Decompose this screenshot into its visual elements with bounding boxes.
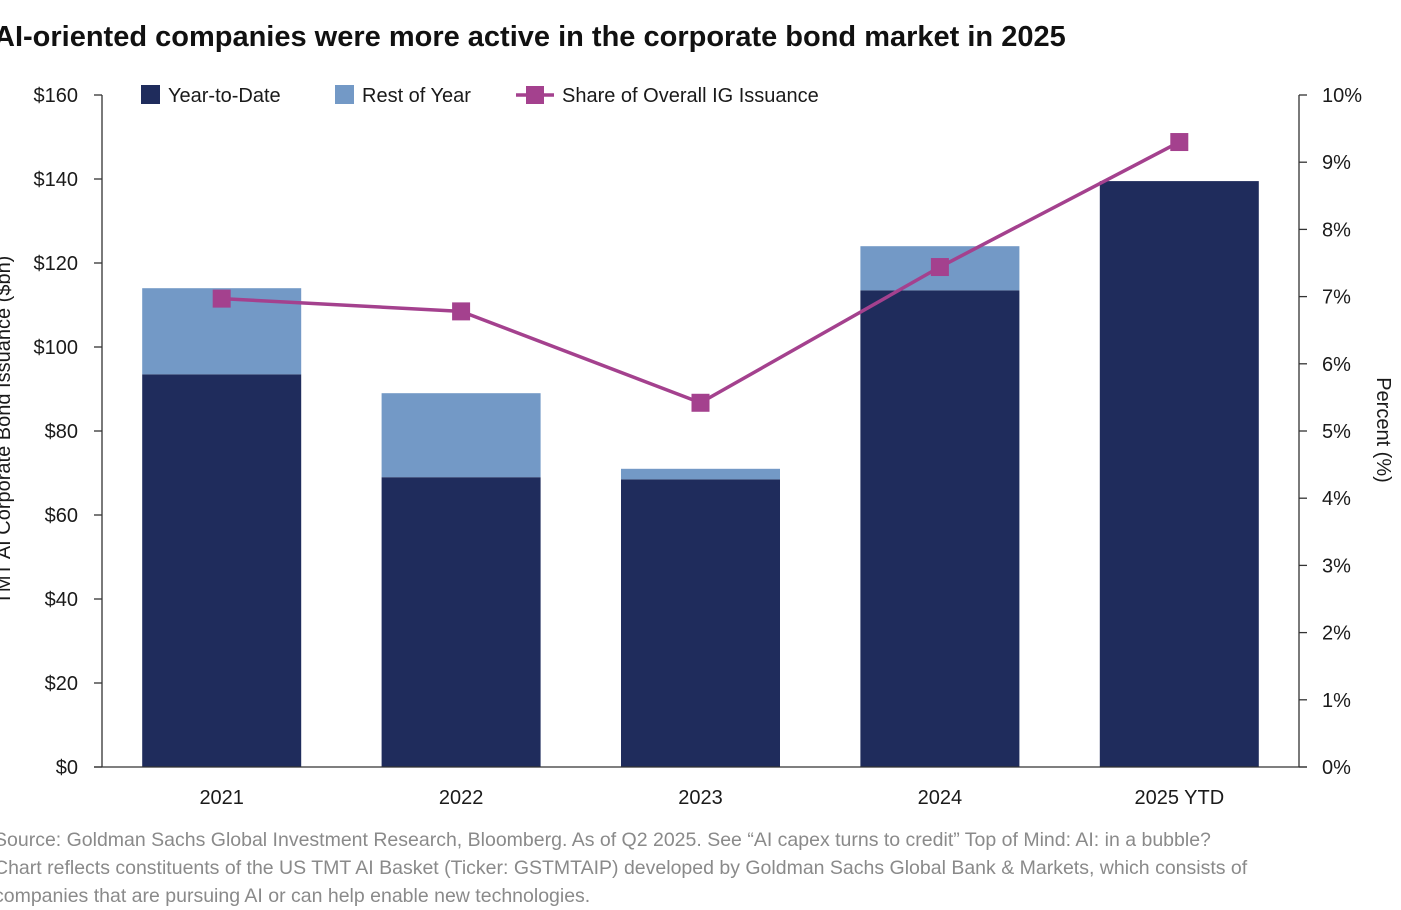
source-note: Source: Goldman Sachs Global Investment … [0, 829, 1248, 907]
left-tick-label: $160 [34, 85, 79, 107]
left-tick-label: $20 [45, 673, 78, 695]
ig-share-marker-2021 [212, 289, 231, 308]
chart-title: AI-oriented companies were more active i… [0, 21, 1066, 53]
right-tick-label: 8% [1322, 219, 1351, 241]
left-tick-label: $80 [45, 421, 78, 443]
right-tick-label: 9% [1322, 152, 1351, 174]
legend-label-rest-of-year: Rest of Year [362, 85, 471, 107]
bar-year-to-date-2025-ytd [1099, 181, 1259, 768]
left-tick-label: $60 [45, 505, 78, 527]
legend-label-year-to-date: Year-to-Date [168, 85, 281, 107]
right-tick-label: 2% [1322, 623, 1351, 645]
bar-year-to-date-2024 [860, 290, 1020, 767]
right-tick-label: 10% [1322, 85, 1362, 107]
left-axis-ticks: $0 $20 $40 $60 $80 $100 $120 $140 $160 [34, 85, 102, 779]
bars-group [142, 181, 1259, 768]
legend-label-ig-share: Share of Overall IG Issuance [562, 85, 819, 107]
right-tick-label: 4% [1322, 488, 1351, 510]
x-tick-label: 2024 [918, 787, 963, 809]
x-tick-label: 2023 [678, 787, 723, 809]
legend-swatch-year-to-date [141, 85, 160, 104]
ig-share-line-group [212, 133, 1189, 412]
right-tick-label: 3% [1322, 555, 1351, 577]
x-tick-label: 2021 [199, 787, 244, 809]
x-tick-label: 2022 [439, 787, 484, 809]
bar-rest-of-year-2022 [381, 393, 541, 478]
bar-rest-of-year-2023 [621, 468, 780, 480]
left-tick-label: $40 [45, 589, 78, 611]
right-tick-label: 5% [1322, 421, 1351, 443]
left-tick-label: $140 [34, 169, 79, 191]
ig-share-marker-2024 [930, 258, 949, 277]
legend: Year-to-Date Rest of Year Share of Overa… [141, 85, 819, 107]
y-axis-label: TMT AI Corporate Bond Issuance ($bn) [0, 256, 15, 605]
left-tick-label: $120 [34, 253, 79, 275]
ig-share-marker-2025-ytd [1170, 133, 1189, 152]
bar-year-to-date-2022 [381, 477, 541, 767]
legend-swatch-rest-of-year [335, 85, 354, 104]
x-tick-label: 2025 YTD [1134, 787, 1224, 809]
right-axis-ticks: 0% 1% 2% 3% 4% 5% 6% 7% 8% 9% 10% [1299, 85, 1362, 779]
right-tick-label: 1% [1322, 690, 1351, 712]
ig-share-line [221, 140, 1181, 405]
ig-share-marker-2022 [452, 302, 471, 321]
left-tick-label: $0 [56, 757, 78, 779]
x-axis-ticks: 2021 2022 2023 2024 2025 YTD [199, 787, 1224, 809]
right-tick-label: 6% [1322, 354, 1351, 376]
left-tick-label: $100 [34, 337, 79, 359]
y2-axis-label: Percent (%) [1372, 377, 1394, 483]
ig-share-marker-2023 [691, 393, 710, 412]
right-tick-label: 0% [1322, 757, 1351, 779]
bar-year-to-date-2021 [142, 374, 302, 767]
right-tick-label: 7% [1322, 287, 1351, 309]
legend-marker-ig-share [526, 86, 544, 104]
bar-year-to-date-2023 [621, 479, 780, 767]
